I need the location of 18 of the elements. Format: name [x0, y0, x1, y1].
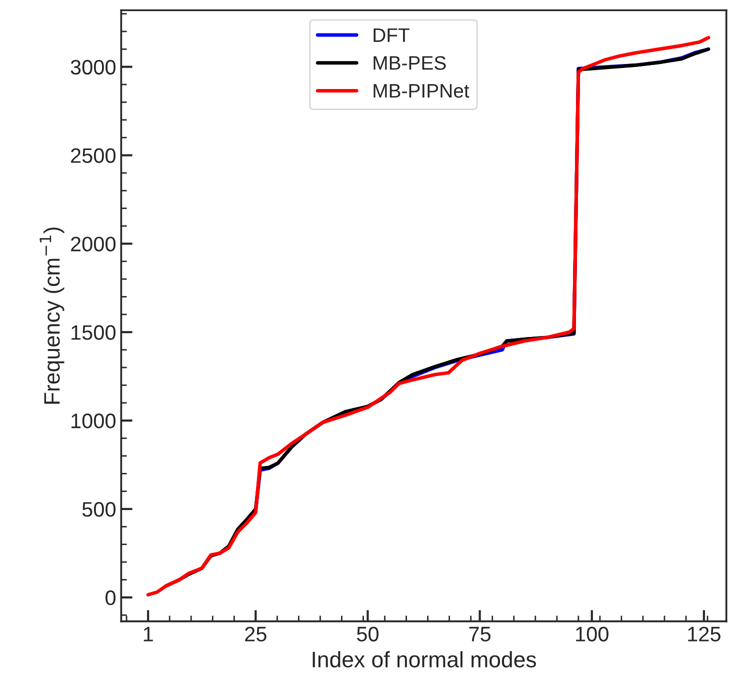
- y-tick-label: 0: [106, 590, 116, 606]
- x-tick-label: 100: [576, 626, 608, 642]
- x-axis-title: Index of normal modes: [312, 651, 536, 668]
- y-tick-label: 500: [82, 502, 116, 517]
- x-tick-label: 50: [356, 626, 379, 642]
- legend-label: DFT: [374, 28, 410, 42]
- y-tick-label: 3000: [70, 60, 116, 75]
- x-tick-label: 25: [245, 626, 266, 642]
- x-tick-label: 125: [688, 626, 720, 642]
- y-tick-label: 2500: [71, 148, 116, 164]
- y-tick-label: 1000: [72, 414, 116, 428]
- y-tick-label: 1500: [72, 325, 116, 340]
- x-tick-label: 1: [144, 626, 153, 642]
- x-tick-label: 75: [469, 626, 491, 642]
- y-tick-label: 2000: [71, 236, 116, 252]
- y-axis-title: Frequency (cm$^{−1}$): [40, 228, 64, 404]
- legend-label: MB-PES: [374, 56, 446, 70]
- legend-label: MB-PIPNet: [374, 84, 470, 98]
